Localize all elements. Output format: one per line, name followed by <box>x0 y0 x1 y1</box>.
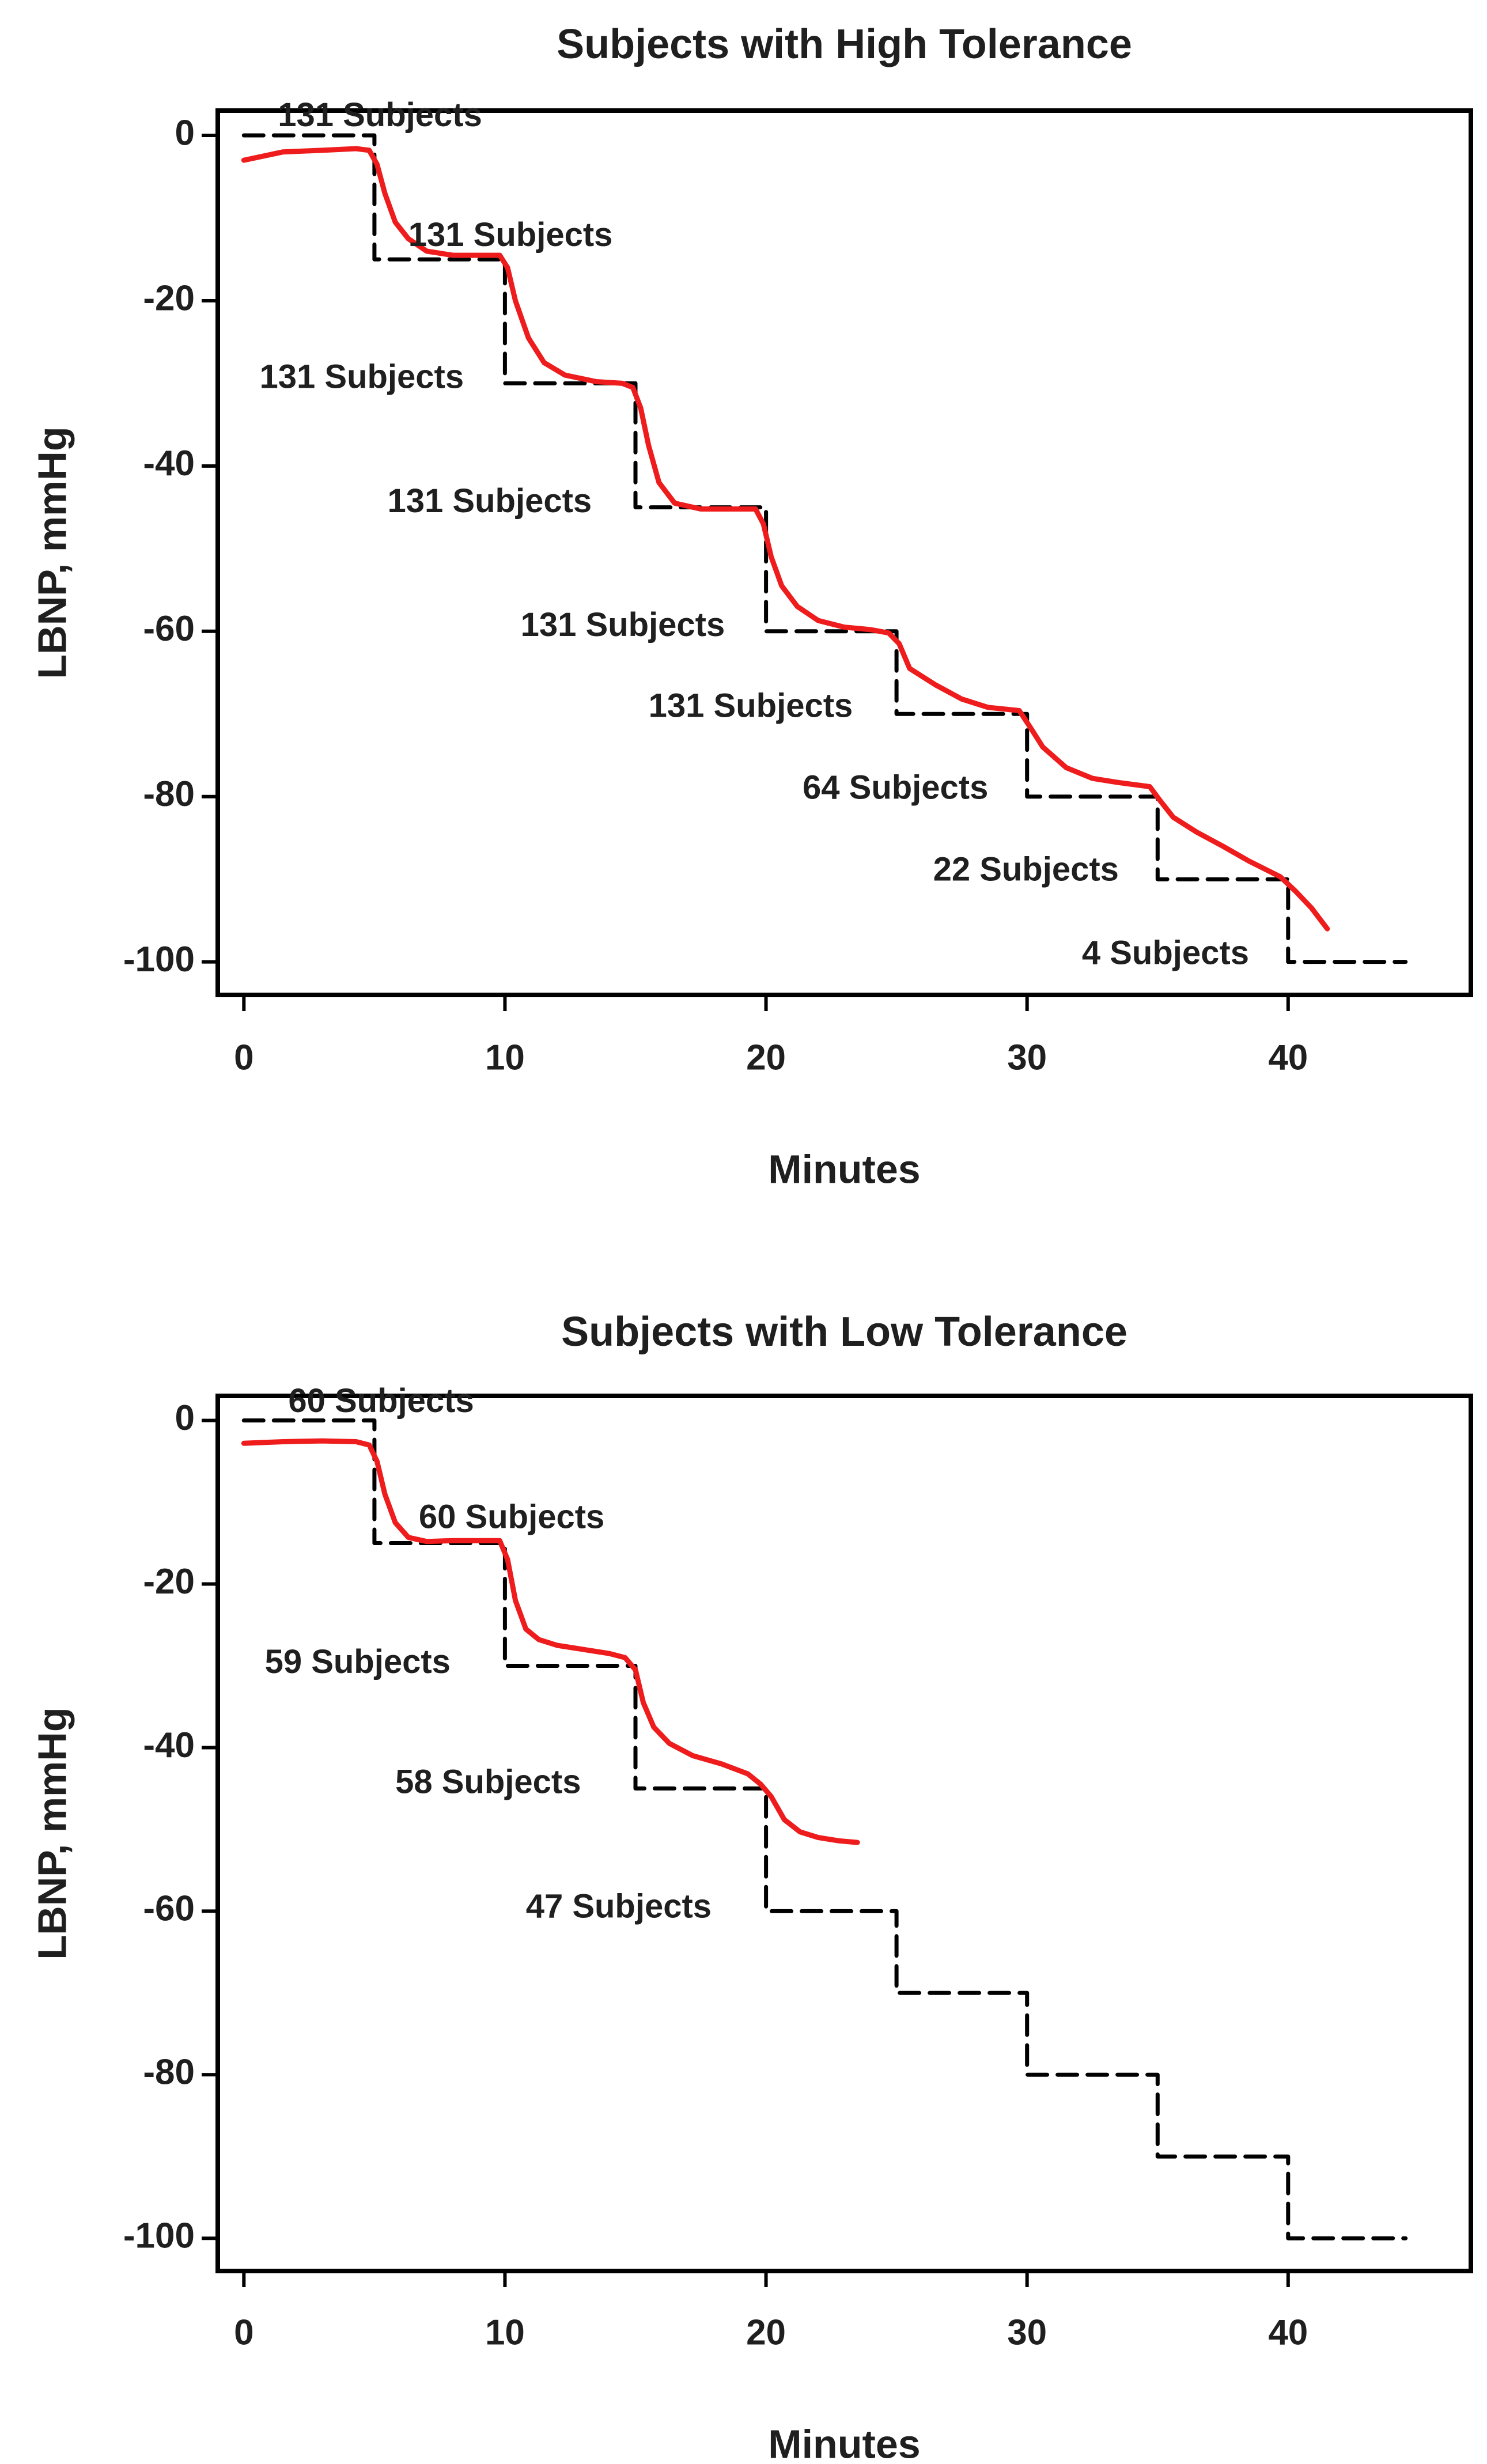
low-tolerance-panel: Subjects with Low Tolerance 0 -20 -40 -60 -80… <box>29 1309 1473 2464</box>
y-tick-label: -40 <box>143 1725 195 1765</box>
subject-count-label: 131 Subjects <box>408 216 613 253</box>
x-tick-label: 40 <box>1268 1038 1308 1077</box>
y-axis-label: LBNP, mmHg <box>29 426 74 679</box>
subject-count-label: 59 Subjects <box>265 1643 451 1680</box>
y-tick-label: -80 <box>143 774 195 814</box>
x-tick-label: 20 <box>746 1038 786 1077</box>
subject-count-label: 131 Subjects <box>649 687 853 725</box>
subject-count-label: 131 Subjects <box>278 96 482 134</box>
x-tick-label: 0 <box>234 1038 253 1077</box>
y-axis-label: LBNP, mmHg <box>29 1707 74 1959</box>
subject-count-label: 131 Subjects <box>521 606 725 644</box>
x-axis-label: Minutes <box>768 2421 920 2464</box>
x-tick-label: 10 <box>485 1038 525 1077</box>
x-tick-label: 30 <box>1007 2312 1047 2352</box>
subject-count-label: 4 Subjects <box>1082 934 1249 971</box>
y-tick-label: -80 <box>143 2053 195 2092</box>
high-tolerance-panel: Subjects with High Tolerance 0 -20 -40 -60 -8… <box>29 21 1473 1191</box>
subject-count-label: 64 Subjects <box>803 769 988 807</box>
chart-title: Subjects with Low Tolerance <box>561 1309 1127 1355</box>
x-tick-label: 30 <box>1007 1038 1047 1077</box>
subject-count-label: 22 Subjects <box>933 851 1119 888</box>
subject-count-label: 58 Subjects <box>395 1763 581 1801</box>
x-axis-label: Minutes <box>768 1146 920 1191</box>
y-tick-label: -60 <box>143 1889 195 1929</box>
protocol-step-line <box>241 1418 1408 2240</box>
subject-count-label: 60 Subjects <box>419 1498 604 1536</box>
y-tick-label: -20 <box>143 278 195 318</box>
plot-frame <box>215 108 1473 997</box>
y-tick-label: -20 <box>143 1562 195 1602</box>
x-tick-label: 0 <box>234 2312 253 2352</box>
y-tick-label: 0 <box>175 1398 195 1438</box>
subject-count-label: 131 Subjects <box>388 482 592 520</box>
measured-lbnp-line <box>241 1438 860 1845</box>
subject-count-label: 47 Subjects <box>526 1887 712 1925</box>
chart-title: Subjects with High Tolerance <box>557 21 1132 67</box>
y-tick-label: -60 <box>143 609 195 649</box>
x-tick-label: 10 <box>485 2312 525 2352</box>
y-tick-label: -100 <box>123 2216 195 2256</box>
y-tick-label: -100 <box>123 940 195 979</box>
x-tick-label: 40 <box>1268 2312 1308 2352</box>
protocol-step-line <box>241 133 1408 964</box>
x-tick-label: 20 <box>746 2312 786 2352</box>
subject-count-label: 131 Subjects <box>260 358 464 396</box>
measured-lbnp-line <box>241 146 1330 932</box>
y-tick-label: -40 <box>143 444 195 483</box>
y-tick-label: 0 <box>175 113 195 153</box>
subject-count-label: 60 Subjects <box>288 1382 474 1420</box>
plot-frame <box>215 1394 1473 2273</box>
